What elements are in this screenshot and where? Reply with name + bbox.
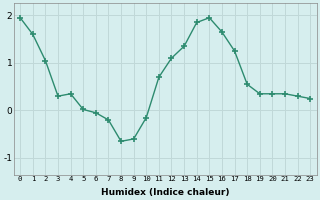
X-axis label: Humidex (Indice chaleur): Humidex (Indice chaleur) [101,188,229,197]
